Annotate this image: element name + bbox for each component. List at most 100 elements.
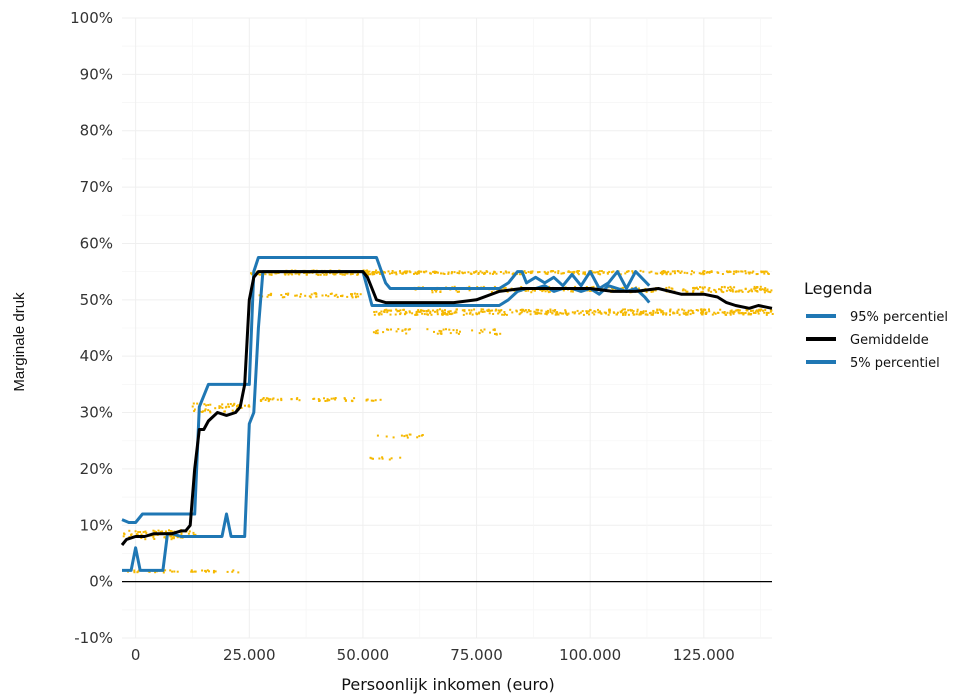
scatter-point xyxy=(727,286,730,289)
scatter-point xyxy=(429,272,432,275)
scatter-point xyxy=(232,403,235,406)
scatter-point xyxy=(645,291,648,293)
scatter-point xyxy=(431,289,434,292)
scatter-point xyxy=(408,270,411,273)
scatter-point xyxy=(504,286,507,289)
scatter-point xyxy=(231,404,234,407)
scatter-point xyxy=(133,569,136,572)
scatter-point xyxy=(471,329,474,332)
scatter-point xyxy=(703,286,706,289)
scatter-point xyxy=(489,309,492,312)
scatter-point xyxy=(370,399,373,402)
scatter-point xyxy=(247,404,250,407)
scatter-point xyxy=(725,289,728,292)
scatter-point xyxy=(328,399,331,402)
scatter-point xyxy=(468,312,471,315)
scatter-point xyxy=(493,271,496,274)
scatter-point xyxy=(676,310,679,313)
scatter-point xyxy=(681,308,684,311)
scatter-point xyxy=(503,311,506,313)
scatter-point xyxy=(223,410,226,413)
scatter-point xyxy=(346,272,349,275)
scatter-point xyxy=(421,312,424,315)
scatter-point xyxy=(544,312,547,315)
scatter-point xyxy=(214,407,217,410)
scatter-point xyxy=(495,272,498,275)
scatter-point xyxy=(470,273,473,275)
scatter-point xyxy=(592,271,595,274)
scatter-point xyxy=(401,272,404,275)
scatter-point xyxy=(747,271,750,274)
scatter-point xyxy=(700,311,703,314)
scatter-point xyxy=(375,272,378,275)
scatter-point xyxy=(652,290,655,293)
scatter-point xyxy=(531,289,534,292)
scatter-point xyxy=(144,538,147,541)
scatter-point xyxy=(350,294,353,297)
scatter-point xyxy=(552,270,555,273)
scatter-point xyxy=(534,311,537,314)
scatter-point xyxy=(283,272,286,275)
scatter-point xyxy=(159,530,162,533)
scatter-point xyxy=(586,312,588,315)
scatter-point xyxy=(349,273,352,276)
scatter-point xyxy=(667,270,670,273)
scatter-point xyxy=(549,270,552,273)
scatter-point xyxy=(375,330,378,333)
scatter-point xyxy=(207,409,210,412)
scatter-point xyxy=(559,311,562,314)
scatter-point xyxy=(679,272,682,274)
scatter-point xyxy=(383,309,386,312)
scatter-point xyxy=(684,311,687,314)
scatter-point xyxy=(411,312,414,315)
scatter-point xyxy=(669,310,672,313)
scatter-point xyxy=(206,569,209,572)
scatter-point xyxy=(398,310,401,312)
scatter-point xyxy=(376,329,379,332)
scatter-point xyxy=(145,532,148,535)
scatter-point xyxy=(452,329,455,332)
scatter-point xyxy=(283,296,286,299)
scatter-point xyxy=(221,403,224,406)
scatter-point xyxy=(737,270,740,273)
scatter-point xyxy=(369,273,371,276)
scatter-point xyxy=(172,535,175,538)
scatter-point xyxy=(593,313,596,316)
scatter-point xyxy=(492,328,495,331)
scatter-point xyxy=(665,271,668,274)
scatter-point xyxy=(710,290,713,293)
scatter-point xyxy=(442,328,445,331)
scatter-point xyxy=(404,328,407,331)
scatter-point xyxy=(339,272,342,275)
scatter-point xyxy=(597,308,599,311)
scatter-point xyxy=(472,271,475,274)
scatter-point xyxy=(759,308,762,311)
scatter-point xyxy=(656,272,659,275)
scatter-point xyxy=(531,270,534,273)
scatter-point xyxy=(492,271,495,274)
scatter-point xyxy=(665,312,668,315)
scatter-point xyxy=(511,311,514,314)
scatter-point xyxy=(544,272,547,275)
scatter-point xyxy=(533,310,536,313)
scatter-point xyxy=(588,313,590,316)
legend-label-5-percentile: 5% percentiel xyxy=(850,356,940,371)
scatter-point xyxy=(343,397,346,400)
scatter-point xyxy=(229,403,232,405)
scatter-point xyxy=(624,308,626,311)
scatter-point xyxy=(399,456,402,459)
scatter-point xyxy=(456,290,459,293)
scatter-point xyxy=(568,271,571,274)
scatter-point xyxy=(299,295,302,298)
scatter-point xyxy=(499,309,502,312)
scatter-point xyxy=(645,310,647,313)
scatter-point xyxy=(631,270,634,273)
scatter-point xyxy=(770,289,773,292)
scatter-point xyxy=(334,397,337,399)
scatter-point xyxy=(691,311,694,314)
scatter-point xyxy=(330,397,333,400)
scatter-point xyxy=(446,313,449,316)
scatter-point xyxy=(169,534,172,537)
scatter-point xyxy=(305,273,308,276)
